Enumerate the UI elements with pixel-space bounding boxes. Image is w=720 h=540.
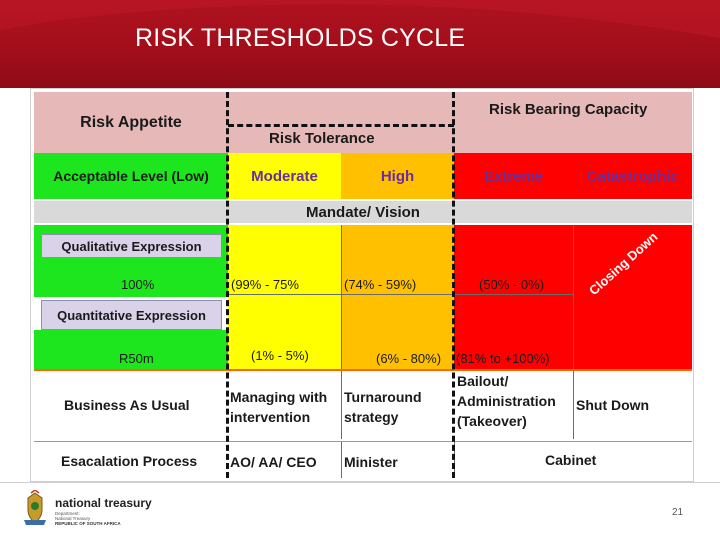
level-acceptable-label: Acceptable Level (Low) [53,168,209,184]
risk-appetite-label: Risk Appetite [80,113,182,131]
risk-threshold-table: Risk Appetite Risk Bearing Capacity Risk… [30,88,694,482]
risk-tolerance-header-area [228,92,454,153]
coat-of-arms-icon [24,490,46,525]
risk-bearing-capacity-label: Risk Bearing Capacity [489,101,648,118]
business-extreme-line-3: (Takeover) [457,413,527,429]
business-extreme-response: Bailout/ Administration (Takeover) [457,371,556,431]
quantitative-expression-box: Quantitative Expression [41,300,222,330]
level-moderate: Moderate [228,153,341,199]
business-moderate-response: Managing with intervention [230,387,327,427]
risk-tolerance-bracket [228,124,454,127]
quantitative-low-value: R50m [119,351,154,366]
business-high-response: Turnaround strategy [344,387,422,427]
expression-catastrophic-area [573,225,692,369]
expression-moderate-area [228,225,341,369]
business-high-line-2: strategy [344,409,399,425]
grid-line [341,442,342,478]
business-catastrophic-response: Shut Down [576,397,650,413]
business-row [34,369,692,439]
org-line-2: National Treasury [55,516,91,521]
escalation-extreme: Cabinet [545,452,597,468]
grid-line [573,371,574,439]
business-moderate-line-1: Managing with [230,389,328,405]
title-banner [0,0,720,88]
grid-line [573,225,574,369]
risk-bearing-capacity-header-area [454,92,692,153]
grid-line [228,294,573,295]
org-name: national treasury [55,496,152,510]
qualitative-expression-label: Qualitative Expression [61,238,202,254]
level-acceptable: Acceptable Level (Low) [34,153,228,199]
escalation-moderate: AO/ AA/ CEO [230,454,317,470]
escalation-process-label: Esacalation Process [61,453,198,469]
mandate-vision-label: Mandate/ Vision [306,203,420,221]
qualitative-high-value: (74% - 59%) [344,277,417,292]
quantitative-extreme-value: (81% to +100%) [456,351,550,366]
footer-divider [0,482,720,483]
expression-high-area [341,225,454,369]
escalation-row [34,441,692,478]
slide-title: RISK THRESHOLDS CYCLE [135,24,466,52]
business-extreme-line-1: Bailout/ [457,373,509,389]
business-moderate-line-2: intervention [230,409,311,425]
expression-extreme-area [454,225,573,369]
level-extreme-label: Extreme [483,167,544,185]
banner-curve-decoration [0,0,720,38]
level-catastrophic-label: Catastrophic [586,167,679,185]
page-number: 21 [672,507,684,518]
level-extreme: Extreme [454,153,573,199]
risk-appetite-header: Risk Appetite [34,92,228,153]
level-catastrophic: Catastrophic [573,153,692,199]
grid-line [341,371,342,439]
mandate-vision-bar: Mandate/ Vision [34,201,692,223]
qualitative-moderate-value: (99% - 75% [231,277,299,292]
business-high-line-1: Turnaround [344,389,422,405]
level-high-label: High [380,167,415,185]
level-moderate-label: Moderate [251,167,318,185]
level-high: High [341,153,454,199]
qualitative-low-value: 100% [121,277,155,292]
qualitative-extreme-value: (50% - 0%) [479,277,545,292]
grid-line [341,225,342,369]
capacity-divider [452,92,455,478]
business-extreme-line-2: Administration [457,393,556,409]
appetite-divider [226,92,229,478]
quantitative-expression-label: Quantitative Expression [57,307,206,323]
risk-tolerance-label: Risk Tolerance [269,130,375,147]
qualitative-expression-box: Qualitative Expression [41,234,222,258]
escalation-high: Minister [344,454,398,470]
quantitative-high-value: (6% - 80%) [376,351,442,366]
org-line-1: Department: [55,511,80,516]
org-line-3: REPUBLIC OF SOUTH AFRICA [55,521,121,526]
quantitative-moderate-value: (1% - 5%) [251,348,309,363]
business-as-usual-label: Business As Usual [64,397,190,413]
